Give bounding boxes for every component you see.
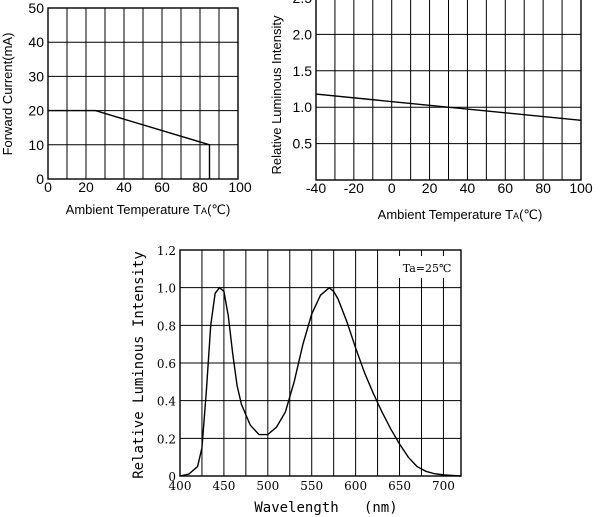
temperature-intensity-xlabel: Ambient Temperature TA(℃) xyxy=(378,207,543,222)
spectrum-xtick-label-2: 500 xyxy=(256,479,279,493)
derating-ytick-label-5: 50 xyxy=(28,0,44,16)
temp-intensity-xtick-label-5: 60 xyxy=(497,180,513,196)
derating-ytick-label-0: 0 xyxy=(36,171,44,187)
derating-xtick-label-0: 0 xyxy=(44,179,52,195)
derating-ytick-label-2: 20 xyxy=(28,103,44,119)
spectrum-annotation-box xyxy=(399,256,457,278)
spectrum-xtick-label-3: 550 xyxy=(300,479,323,493)
derating-plot-frame xyxy=(47,7,239,180)
temperature-intensity-chart: -40 -20 0 20 40 60 80 100 0.5 1.0 1.5 2.0 2.5 Relat… xyxy=(269,0,593,222)
spectrum-series-line-0 xyxy=(179,286,462,477)
temp-intensity-xtick-label-2: 0 xyxy=(388,180,396,196)
derating-xtick-label-4: 80 xyxy=(192,179,208,195)
derating-ylabel: Forward Current(mA) xyxy=(0,33,15,156)
temp-intensity-xtick-label-3: 20 xyxy=(422,180,438,196)
temp-intensity-ytick-label-2: 1.5 xyxy=(293,63,313,79)
spectrum-ytick-label-2: 0.4 xyxy=(157,395,176,409)
spectrum-ytick-label-6: 1.2 xyxy=(157,244,176,258)
derating-xlabel: Ambient Temperature TA(℃) xyxy=(66,202,231,217)
temp-intensity-xtick-label-1: -20 xyxy=(344,180,364,196)
spectrum-ytick-label-0: 0 xyxy=(168,470,176,484)
temp-intensity-ytick-label-top: 2.5 xyxy=(293,0,313,6)
derating-ytick-label-1: 10 xyxy=(28,137,44,153)
spectrum-xtick-label-1: 450 xyxy=(212,479,235,493)
temp-intensity-xtick-label-7: 100 xyxy=(569,180,593,196)
spectrum-ytick-label-5: 1.0 xyxy=(157,282,176,296)
temp-intensity-series-line-0 xyxy=(315,93,582,121)
derating-xtick-label-3: 60 xyxy=(154,179,170,195)
spectrum-xtick-label-4: 600 xyxy=(344,479,367,493)
temp-intensity-xtick-label-4: 40 xyxy=(460,180,476,196)
derating-ytick-label-4: 40 xyxy=(28,34,44,50)
spectrum-chart: 400 450 500 550 600 650 700 0 0.2 0.4 0.6 0.8 1.0 1.… xyxy=(131,244,462,516)
temp-intensity-ytick-label-1: 1.0 xyxy=(293,99,313,115)
temp-intensity-xtick-label-0: -40 xyxy=(306,180,326,196)
spectrum-ytick-label-1: 0.2 xyxy=(157,432,176,446)
derating-xtick-label-2: 40 xyxy=(116,179,132,195)
spectrum-ylabel: Relative Luminous Intensity xyxy=(131,251,147,479)
derating-chart: 0 20 40 60 80 100 0 10 20 30 40 50 Forward Current… xyxy=(0,0,252,217)
temp-intensity-ytick-label-3: 2.0 xyxy=(293,26,313,42)
spectrum-xlabel: Wavelength (nm) xyxy=(254,500,397,516)
derating-ytick-label-3: 30 xyxy=(28,68,44,84)
spectrum-xtick-label-6: 700 xyxy=(432,479,455,493)
derating-xtick-label-1: 20 xyxy=(78,179,94,195)
spectrum-ytick-label-3: 0.6 xyxy=(157,357,176,371)
spectrum-ytick-label-4: 0.8 xyxy=(157,319,176,333)
temperature-intensity-plot-frame xyxy=(315,0,582,181)
temperature-intensity-ylabel: Relative Luminous Intensity xyxy=(269,15,284,174)
spectrum-plot-frame xyxy=(179,249,462,477)
temp-intensity-xtick-label-6: 80 xyxy=(535,180,551,196)
temp-intensity-ytick-label-0: 0.5 xyxy=(293,136,313,152)
derating-xtick-label-5: 100 xyxy=(228,179,252,195)
derating-series-line-0 xyxy=(48,109,211,179)
spectrum-xtick-label-5: 650 xyxy=(388,479,411,493)
spectrum-xtick-label-0: 400 xyxy=(169,479,192,493)
spectrum-annotation: Ta=25℃ xyxy=(403,262,452,275)
